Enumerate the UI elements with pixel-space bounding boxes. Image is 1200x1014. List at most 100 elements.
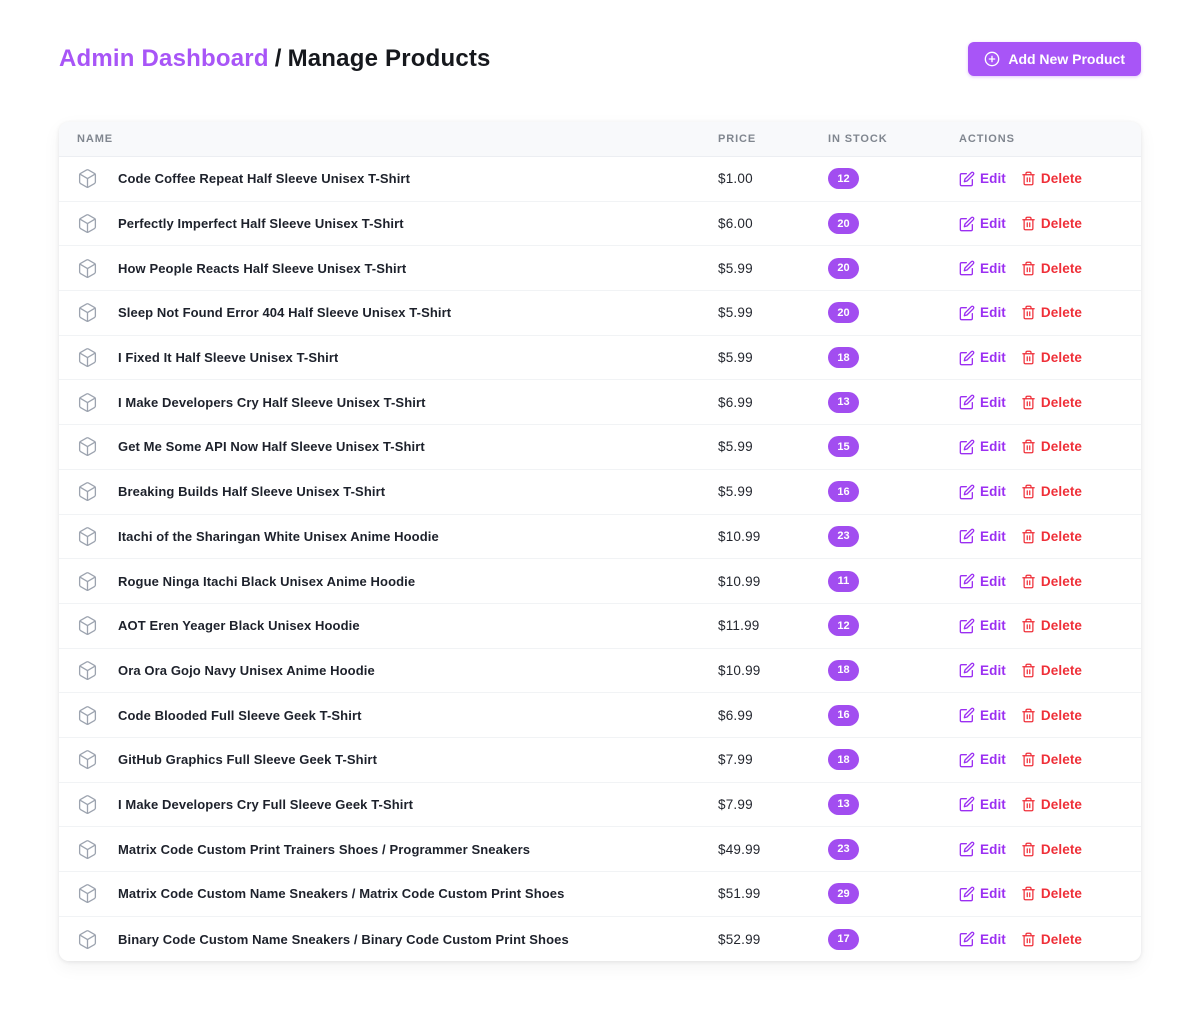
pencil-square-icon	[959, 618, 975, 634]
delete-button[interactable]: Delete	[1021, 886, 1082, 901]
edit-button[interactable]: Edit	[959, 528, 1006, 544]
delete-button-label: Delete	[1040, 618, 1083, 634]
edit-button-label: Edit	[980, 260, 1006, 276]
trash-icon	[1021, 797, 1036, 812]
table-row: GitHub Graphics Full Sleeve Geek T-Shirt…	[59, 737, 1141, 783]
edit-button[interactable]: Edit	[959, 752, 1006, 768]
actions-cell: Edit Delete	[959, 439, 1123, 455]
pencil-square-icon	[959, 260, 975, 276]
actions-cell: Edit Delete	[959, 796, 1123, 812]
trash-icon	[1021, 350, 1036, 365]
table-row: I Make Developers Cry Half Sleeve Unisex…	[59, 380, 1141, 426]
add-new-product-button[interactable]: Add New Product	[968, 42, 1141, 76]
add-new-product-label: Add New Product	[1008, 51, 1125, 67]
stock-badge: 12	[828, 168, 859, 190]
delete-button[interactable]: Delete	[1021, 708, 1082, 723]
stock-cell: 18	[828, 749, 959, 771]
stock-badge: 17	[828, 928, 859, 950]
trash-icon	[1021, 663, 1036, 678]
product-name: GitHub Graphics Full Sleeve Geek T-Shirt	[118, 752, 378, 768]
actions-cell: Edit Delete	[959, 350, 1123, 366]
delete-button[interactable]: Delete	[1021, 395, 1082, 410]
edit-button[interactable]: Edit	[959, 216, 1006, 232]
edit-button[interactable]: Edit	[959, 886, 1006, 902]
edit-button-label: Edit	[980, 394, 1006, 410]
delete-button[interactable]: Delete	[1021, 574, 1082, 589]
pencil-square-icon	[959, 484, 975, 500]
product-price: $6.99	[718, 707, 753, 723]
product-price: $11.99	[718, 618, 760, 634]
edit-button[interactable]: Edit	[959, 260, 1006, 276]
edit-button[interactable]: Edit	[959, 707, 1006, 723]
delete-button-label: Delete	[1040, 439, 1083, 455]
product-price: $1.00	[718, 171, 753, 187]
delete-button-label: Delete	[1040, 573, 1083, 589]
edit-button[interactable]: Edit	[959, 394, 1006, 410]
edit-button-label: Edit	[980, 528, 1006, 544]
package-icon	[77, 347, 98, 368]
stock-cell: 16	[828, 481, 959, 503]
edit-button[interactable]: Edit	[959, 484, 1006, 500]
pencil-square-icon	[959, 394, 975, 410]
breadcrumb: Admin Dashboard / Manage Products	[59, 45, 491, 73]
edit-button[interactable]: Edit	[959, 573, 1006, 589]
table-row: How People Reacts Half Sleeve Unisex T-S…	[59, 246, 1141, 292]
stock-badge: 18	[828, 659, 859, 681]
delete-button[interactable]: Delete	[1021, 261, 1082, 276]
package-icon	[77, 392, 98, 413]
breadcrumb-admin-dashboard[interactable]: Admin Dashboard	[59, 45, 269, 72]
name-cell: Rogue Ninga Itachi Black Unisex Anime Ho…	[77, 571, 718, 592]
table-row: Get Me Some API Now Half Sleeve Unisex T…	[59, 425, 1141, 470]
actions-cell: Edit Delete	[959, 260, 1123, 276]
delete-button-label: Delete	[1040, 216, 1083, 232]
actions-cell: Edit Delete	[959, 171, 1123, 187]
edit-button[interactable]: Edit	[959, 171, 1006, 187]
stock-badge: 23	[828, 838, 859, 860]
delete-button[interactable]: Delete	[1021, 171, 1082, 186]
product-price: $5.99	[718, 484, 753, 500]
breadcrumb-separator: /	[274, 45, 282, 72]
delete-button[interactable]: Delete	[1021, 842, 1082, 857]
delete-button[interactable]: Delete	[1021, 216, 1082, 231]
edit-button[interactable]: Edit	[959, 305, 1006, 321]
name-cell: I Make Developers Cry Half Sleeve Unisex…	[77, 392, 718, 413]
plus-circle-icon	[984, 51, 1000, 67]
delete-button[interactable]: Delete	[1021, 797, 1082, 812]
edit-button-label: Edit	[980, 662, 1006, 678]
delete-button[interactable]: Delete	[1021, 663, 1082, 678]
edit-button-label: Edit	[980, 707, 1006, 723]
delete-button[interactable]: Delete	[1021, 932, 1082, 947]
delete-button[interactable]: Delete	[1021, 439, 1082, 454]
package-icon	[77, 571, 98, 592]
actions-cell: Edit Delete	[959, 528, 1123, 544]
product-name: Rogue Ninga Itachi Black Unisex Anime Ho…	[118, 573, 416, 589]
name-cell: Breaking Builds Half Sleeve Unisex T-Shi…	[77, 481, 718, 502]
delete-button[interactable]: Delete	[1021, 305, 1082, 320]
delete-button[interactable]: Delete	[1021, 618, 1082, 633]
delete-button[interactable]: Delete	[1021, 350, 1082, 365]
delete-button[interactable]: Delete	[1021, 752, 1082, 767]
edit-button-label: Edit	[980, 796, 1006, 812]
trash-icon	[1021, 395, 1036, 410]
trash-icon	[1021, 529, 1036, 544]
delete-button[interactable]: Delete	[1021, 529, 1082, 544]
delete-button[interactable]: Delete	[1021, 484, 1082, 499]
edit-button-label: Edit	[980, 216, 1006, 232]
package-icon	[77, 705, 98, 726]
name-cell: Matrix Code Custom Print Trainers Shoes …	[77, 839, 718, 860]
table-row: Code Blooded Full Sleeve Geek T-Shirt $6…	[59, 693, 1141, 738]
edit-button[interactable]: Edit	[959, 662, 1006, 678]
product-name: How People Reacts Half Sleeve Unisex T-S…	[118, 260, 407, 276]
edit-button[interactable]: Edit	[959, 931, 1006, 947]
trash-icon	[1021, 574, 1036, 589]
package-icon	[77, 883, 98, 904]
edit-button[interactable]: Edit	[959, 796, 1006, 812]
edit-button[interactable]: Edit	[959, 439, 1006, 455]
top-bar: Admin Dashboard / Manage Products Add New …	[59, 40, 1141, 78]
package-icon	[77, 839, 98, 860]
edit-button[interactable]: Edit	[959, 841, 1006, 857]
product-name: Ora Ora Gojo Navy Unisex Anime Hoodie	[118, 662, 375, 678]
edit-button-label: Edit	[980, 886, 1006, 902]
edit-button[interactable]: Edit	[959, 618, 1006, 634]
edit-button[interactable]: Edit	[959, 350, 1006, 366]
